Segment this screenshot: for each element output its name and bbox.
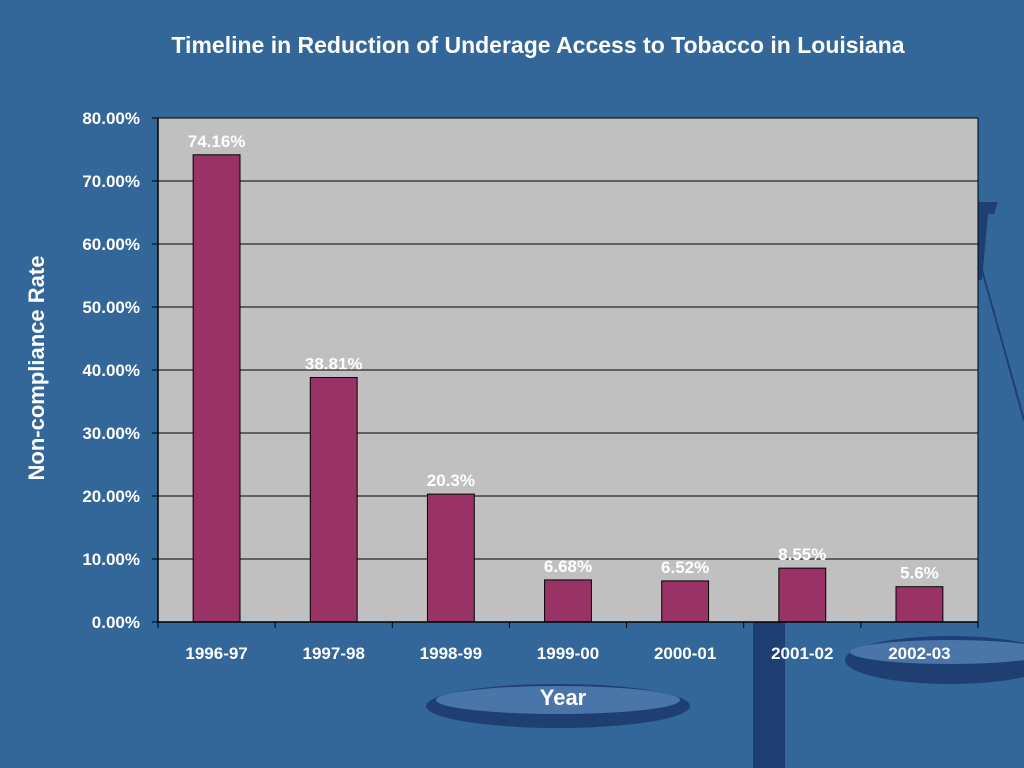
y-tick-label: 20.00% [82, 487, 140, 506]
data-label: 74.16% [188, 132, 246, 151]
data-label: 38.81% [305, 354, 363, 373]
y-tick-label: 70.00% [82, 172, 140, 191]
x-tick-label: 2000-01 [654, 644, 716, 663]
x-tick-label: 1998-99 [420, 644, 482, 663]
bars [192, 154, 944, 623]
x-tick-label: 2002-03 [888, 644, 950, 663]
bar-1996-97 [192, 154, 241, 623]
scale-pan-left-rim [436, 686, 680, 714]
x-axis-title: Year [540, 685, 587, 710]
data-label: 6.68% [544, 557, 592, 576]
y-axis-title: Non-compliance Rate [24, 256, 49, 481]
labels: 0.00% 10.00% 20.00% 30.00% 40.00% 50.00% 60.00… [24, 109, 951, 710]
scale-chain [981, 269, 1024, 421]
scale-hook [978, 202, 998, 280]
y-tick-label: 50.00% [82, 298, 140, 317]
x-tick-label: 1999-00 [537, 644, 599, 663]
bar-2002-03 [895, 586, 944, 623]
bar-1997-98 [309, 376, 358, 623]
bar-2001-02 [778, 567, 827, 623]
scale-pillar [753, 618, 785, 768]
data-label: 8.55% [778, 545, 826, 564]
bar-1998-99 [426, 493, 475, 623]
y-tick-label: 30.00% [82, 424, 140, 443]
data-label: 5.6% [900, 564, 939, 583]
y-tick-label: 60.00% [82, 235, 140, 254]
axes [152, 117, 979, 628]
y-tick-label: 10.00% [82, 550, 140, 569]
chart-title: Timeline in Reduction of Underage Access… [171, 32, 905, 58]
scales-of-justice-decoration [426, 202, 1024, 768]
bar-1999-00 [544, 579, 592, 623]
y-tick-label: 40.00% [82, 361, 140, 380]
data-label: 20.3% [427, 471, 475, 490]
x-tick-label: 2001-02 [771, 644, 833, 663]
y-tick-label: 0.00% [92, 613, 140, 632]
scale-pan-right-rim [850, 640, 1024, 664]
data-label: 6.52% [661, 558, 709, 577]
bar-2000-01 [661, 580, 710, 623]
x-tick-label: 1996-97 [185, 644, 247, 663]
x-tick-label: 1997-98 [303, 644, 365, 663]
y-tick-label: 80.00% [82, 109, 140, 128]
